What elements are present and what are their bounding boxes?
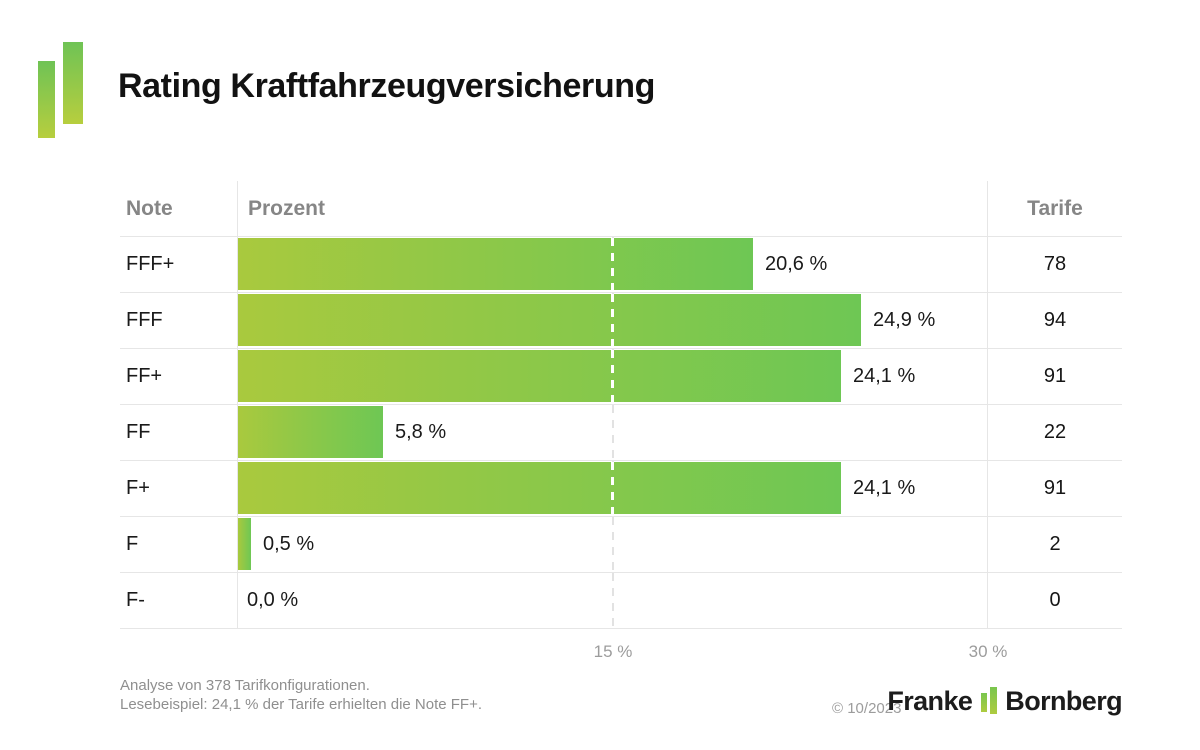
tarife-value: 91 [1043,477,1067,499]
bar-value-label: 5,8 % [395,421,447,443]
note-label: FFF [126,309,163,331]
header-note: Note [120,181,238,236]
tarife-value: 0 [1049,589,1061,611]
table-row: F 0,5 % 2 [120,517,1122,573]
table-body: FFF+ 20,6 % 78 FFF 24,9 % 94 FF+ [120,237,1122,629]
rating-table: Note Prozent Tarife FFF+ 20,6 % 78 FFF 2… [120,181,1122,629]
copyright: © 10/2023 [832,700,902,717]
tarife-value: 94 [1043,309,1067,331]
gridline-15-percent [612,517,614,572]
gridline-15-percent-on-bar [611,294,614,346]
tarife-value: 91 [1043,365,1067,387]
note-label: F [126,533,139,555]
percent-bar [238,406,383,458]
table-row: F+ 24,1 % 91 [120,461,1122,517]
bar-value-label: 20,6 % [765,253,828,275]
franke-bornberg-logo-mark [0,0,100,150]
logo-bar-icon [38,61,55,138]
gridline-15-percent [612,573,614,628]
table-row: FFF 24,9 % 94 [120,293,1122,349]
brand-name-left: Franke [887,686,973,716]
gridline-15-percent [612,405,614,460]
footnote-line: Analyse von 378 Tarifkonfigurationen. [120,677,370,694]
bar-value-label: 24,1 % [853,365,916,387]
percent-bar [238,350,841,402]
page-title: Rating Kraftfahrzeugversicherung [118,67,655,105]
brand-bars-icon [981,687,998,714]
table-header-row: Note Prozent Tarife [120,181,1122,237]
table-row: FF 5,8 % 22 [120,405,1122,461]
tarife-value: 78 [1043,253,1067,275]
logo-bar-icon [63,42,83,124]
franke-bornberg-wordmark: Franke Bornberg [887,686,1123,716]
percent-cell: 24,1 % [238,349,988,404]
x-axis: 15 % 30 % [120,642,1122,666]
gridline-15-percent-on-bar [611,238,614,290]
axis-tick-label: 30 % [968,642,1008,661]
bar-value-label: 0,5 % [263,533,315,555]
bar-value-label: 0,0 % [247,589,299,611]
tarife-value: 2 [1049,533,1061,555]
percent-cell: 0,0 % [238,573,988,628]
gridline-15-percent-on-bar [611,462,614,514]
percent-cell: 0,5 % [238,517,988,572]
footnotes: Analyse von 378 Tarifkonfigurationen. Le… [120,676,482,714]
percent-bar [238,462,841,514]
gridline-15-percent-on-bar [611,350,614,402]
bar-value-label: 24,1 % [853,477,916,499]
percent-cell: 24,9 % [238,293,988,348]
table-row: FFF+ 20,6 % 78 [120,237,1122,293]
header-prozent: Prozent [238,181,988,236]
percent-bar [238,294,861,346]
percent-bar [238,518,251,570]
brand-name-right: Bornberg [1005,686,1122,716]
table-row: FF+ 24,1 % 91 [120,349,1122,405]
note-label: FF+ [126,365,163,387]
percent-bar [238,238,753,290]
percent-cell: 5,8 % [238,405,988,460]
percent-cell: 24,1 % [238,461,988,516]
note-label: FFF+ [126,253,175,275]
header-tarife: Tarife [1027,196,1083,220]
percent-cell: 20,6 % [238,237,988,292]
table-row: F- 0,0 % 0 [120,573,1122,629]
axis-tick-label: 15 % [593,642,633,661]
bar-value-label: 24,9 % [873,309,936,331]
note-label: F- [126,589,145,611]
footnote-line: Lesebeispiel: 24,1 % der Tarife erhielte… [120,696,483,713]
tarife-value: 22 [1043,421,1067,443]
note-label: FF [126,421,151,443]
note-label: F+ [126,477,150,499]
